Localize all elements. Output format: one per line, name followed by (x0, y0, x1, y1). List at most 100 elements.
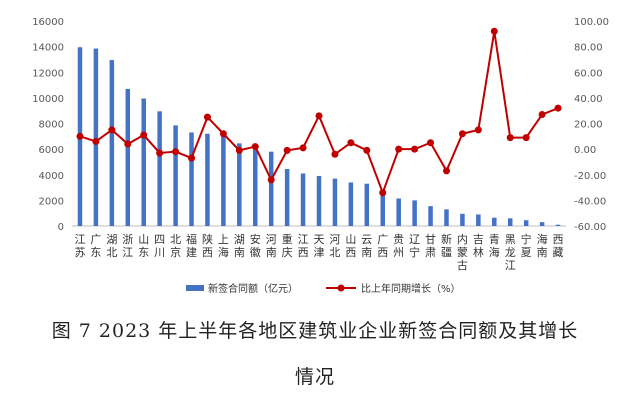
bar (476, 214, 481, 226)
y-left-tick-label: 4000 (39, 171, 64, 182)
y-left-tick-label: 0 (58, 222, 64, 233)
y-right-tick-label: -40.00 (574, 196, 606, 207)
category-label: 内蒙古 (457, 232, 468, 272)
category-label: 河北 (329, 233, 340, 259)
bar (348, 182, 354, 226)
bar (284, 168, 290, 226)
line-marker (124, 140, 132, 148)
bar (428, 206, 433, 226)
bar (268, 151, 274, 226)
y-left-tick-label: 12000 (32, 68, 64, 79)
category-label: 湖北 (106, 233, 117, 259)
legend: 新签合同额（亿元） 比上年同期增长（%） (186, 282, 461, 295)
category-label: 浙江 (122, 233, 133, 259)
y-left-tick-label: 6000 (39, 145, 64, 156)
y-left-tick-label: 14000 (32, 43, 64, 54)
category-label: 四川 (154, 233, 165, 259)
line-marker (347, 139, 355, 147)
category-label: 山东 (138, 233, 149, 259)
y-left-tick-label: 2000 (39, 196, 64, 207)
y-right-tick-label: 20.00 (574, 120, 603, 131)
y-right-tick-label: 60.00 (574, 68, 603, 79)
y-right-tick-label: 80.00 (574, 43, 603, 54)
y-right-tick-label: 40.00 (574, 94, 603, 105)
line-marker (411, 145, 419, 153)
line-marker (299, 144, 307, 152)
category-label: 重庆 (282, 232, 293, 259)
line-marker (331, 150, 339, 158)
bar (189, 132, 194, 226)
bar (507, 218, 513, 226)
y-right-tick-label: 100.00 (574, 17, 609, 28)
category-label: 吉林 (473, 233, 484, 259)
y-right-tick-label: -20.00 (574, 171, 606, 182)
line-marker (92, 137, 100, 145)
y-right-tick-label: 0.00 (574, 145, 596, 156)
legend-bar-label: 新签合同额（亿元） (208, 282, 298, 295)
line-marker (156, 149, 164, 157)
bar (253, 147, 258, 226)
growth-line (79, 31, 559, 196)
y-left-tick-label: 10000 (32, 94, 64, 105)
bar (109, 60, 115, 226)
category-label: 福建 (186, 232, 197, 259)
category-label: 广西 (377, 233, 388, 259)
legend-line-marker (337, 284, 345, 292)
category-label: 河南 (266, 233, 277, 259)
line-marker (395, 145, 403, 153)
category-label: 贵州 (393, 233, 404, 259)
bar (492, 217, 497, 226)
chart: 0 2000 4000 6000 8000 10000 12000 14000 16000 -60… (32, 17, 609, 295)
line-marker (203, 113, 211, 121)
line-marker (219, 130, 227, 138)
category-label: 西藏 (553, 233, 564, 259)
bar (205, 133, 210, 226)
line-marker (108, 126, 116, 134)
figure-caption-continued: 情况 (294, 366, 335, 388)
category-label: 湖南 (234, 233, 245, 259)
bar (364, 183, 370, 226)
line-marker (235, 146, 243, 154)
figure-caption: 图 7 2023 年上半年各地区建筑业企业新签合同额及其增长 (51, 320, 579, 342)
line-marker (427, 139, 435, 147)
line-marker (554, 104, 562, 112)
bar (93, 48, 99, 226)
y-left-tick-label: 8000 (39, 120, 64, 131)
line-marker (283, 146, 291, 154)
line-marker (140, 131, 148, 139)
line-marker (506, 134, 514, 142)
category-label: 辽宁 (409, 233, 420, 259)
category-label: 青海 (489, 233, 500, 259)
line-marker (188, 154, 196, 162)
category-label: 山西 (345, 233, 356, 259)
axes: 0 2000 4000 6000 8000 10000 12000 14000 16000 -60… (32, 17, 609, 233)
y-right-tick-label: -60.00 (574, 222, 606, 233)
line-marker (442, 167, 450, 175)
legend-line-label: 比上年同期增长（%） (361, 282, 461, 295)
category-label: 北京 (170, 233, 181, 259)
bar (412, 200, 417, 226)
category-label: 天津 (314, 233, 325, 259)
category-label: 安徽 (250, 232, 261, 259)
line-series (76, 27, 562, 197)
bar (221, 136, 226, 226)
bar (396, 198, 401, 226)
bar (539, 222, 545, 226)
bar (460, 213, 465, 226)
line-marker (267, 176, 275, 184)
category-label: 江苏 (74, 233, 85, 259)
bar (316, 176, 322, 226)
category-label: 广东 (90, 233, 101, 259)
category-label: 上海 (218, 233, 229, 259)
line-marker (490, 27, 498, 35)
bar (173, 125, 178, 226)
line-marker (474, 126, 482, 134)
line-marker (76, 132, 84, 140)
bar (141, 98, 146, 226)
line-marker (522, 134, 530, 142)
line-marker (172, 148, 180, 156)
category-label: 云南 (361, 233, 372, 259)
category-label: 宁夏 (521, 232, 532, 259)
line-marker (458, 130, 466, 138)
bar (125, 88, 131, 226)
